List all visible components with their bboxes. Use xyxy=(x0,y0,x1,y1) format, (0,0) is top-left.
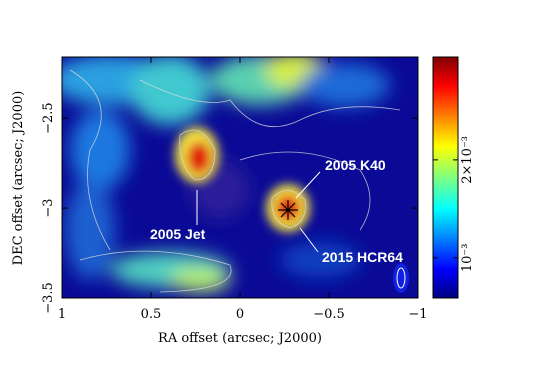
colorbar-tick-label: 2×10⁻³ xyxy=(460,136,475,184)
x-tick-label: −1 xyxy=(408,307,427,322)
x-tick-label: −0.5 xyxy=(313,307,345,322)
y-tick-label: −2.5 xyxy=(41,102,56,134)
y-tick-label: −3 xyxy=(41,198,56,217)
colorbar xyxy=(432,56,459,299)
colorbar-tick-label: 10⁻³ xyxy=(460,244,475,273)
x-tick-label: 1 xyxy=(58,307,66,322)
annotation: 2005 K40 xyxy=(325,157,386,173)
y-tick-label: −3.5 xyxy=(41,282,56,314)
heatmap-image xyxy=(62,57,418,298)
x-axis-label: RA offset (arcsec; J2000) xyxy=(158,331,322,346)
x-tick-label: 0 xyxy=(236,307,244,322)
x-tick-label: 0.5 xyxy=(141,307,162,322)
y-axis-label: DEC offset (arcsec; J2000) xyxy=(11,91,26,266)
annotation: 2015 HCR64 xyxy=(322,249,403,265)
annotation: 2005 Jet xyxy=(150,226,206,242)
